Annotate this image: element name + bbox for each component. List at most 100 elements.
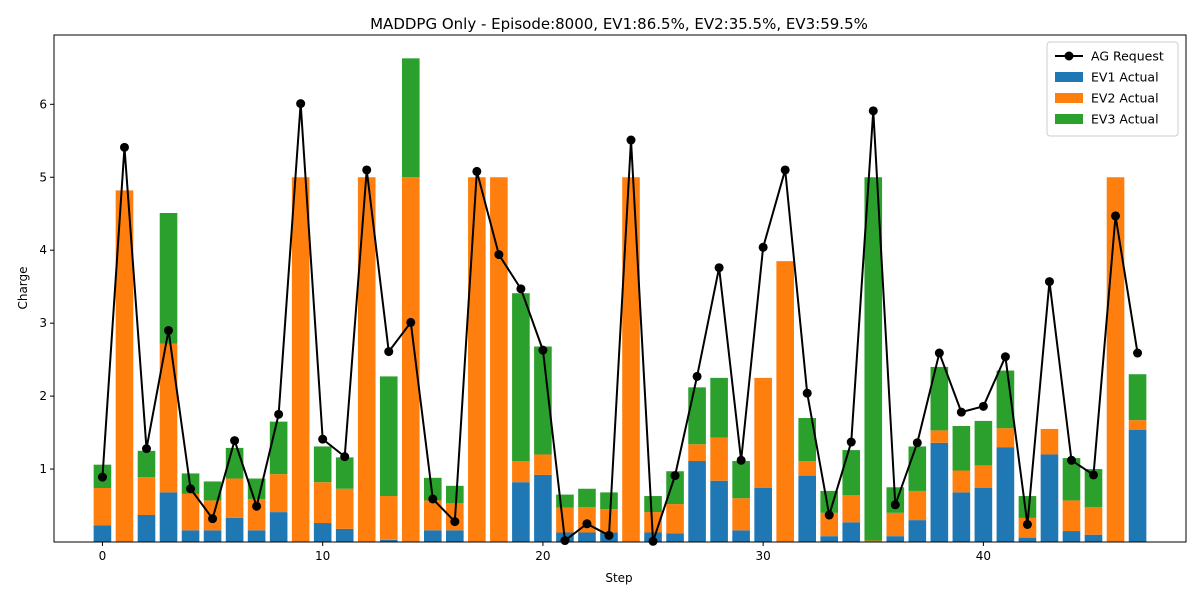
bar-ev1-actual-43 (1040, 454, 1059, 542)
marker-ag-request-40 (978, 401, 988, 411)
bar-ev1-actual-38 (930, 442, 949, 542)
marker-ag-request-6 (230, 436, 240, 446)
bar-ev3-actual-47 (1128, 374, 1147, 421)
legend-frame (1046, 41, 1179, 137)
bar-ev1-actual-28 (710, 480, 728, 542)
bar-ev3-actual-38 (930, 366, 949, 431)
bar-ev3-actual-19 (512, 293, 530, 462)
bar-ev2-actual-34 (842, 495, 861, 523)
marker-ag-request-16 (450, 517, 460, 527)
bar-ev3-actual-26 (666, 471, 684, 505)
marker-ag-request-41 (1000, 352, 1010, 362)
bar-ev1-actual-13 (379, 539, 398, 542)
marker-ag-request-35 (868, 106, 878, 116)
bar-ev2-actual-6 (225, 478, 244, 518)
bar-ev1-actual-7 (247, 530, 266, 542)
bar-ev3-actual-10 (313, 446, 332, 483)
bar-ev3-actual-22 (578, 488, 596, 507)
y-tick-label-6: 6 (39, 97, 47, 111)
plot-frame (53, 34, 1187, 543)
marker-ag-request-3 (164, 325, 174, 335)
bar-ev1-actual-41 (996, 447, 1015, 542)
bar-ev2-actual-36 (886, 512, 905, 537)
bar-ev3-actual-5 (203, 481, 222, 501)
marker-ag-request-25 (648, 536, 658, 546)
marker-ag-request-1 (119, 142, 129, 152)
bar-ev2-actual-10 (313, 482, 332, 524)
marker-ag-request-9 (296, 99, 306, 109)
marker-ag-request-34 (846, 437, 856, 447)
marker-ag-request-8 (274, 409, 284, 419)
bar-ev2-actual-32 (798, 461, 817, 476)
x-tick-label-10: 10 (315, 549, 330, 563)
bar-ev2-actual-14 (401, 177, 420, 542)
bar-ev1-actual-6 (225, 517, 244, 542)
marker-ag-request-0 (97, 472, 107, 482)
legend-label-ev2-actual: EV2 Actual (1091, 91, 1159, 106)
bar-ev1-actual-5 (203, 530, 222, 542)
chart-title: MADDPG Only - Episode:8000, EV1:86.5%, E… (370, 15, 868, 33)
marker-ag-request-28 (714, 263, 724, 273)
marker-ag-request-36 (890, 500, 900, 510)
bar-ev2-actual-43 (1040, 428, 1059, 455)
bar-ev1-actual-29 (732, 530, 750, 542)
bar-ev3-actual-35 (864, 177, 883, 541)
bar-ev2-actual-11 (335, 488, 354, 529)
x-axis: 0 10 20 30 40 (99, 542, 991, 563)
legend-label-ev3-actual: EV3 Actual (1091, 112, 1159, 127)
marker-ag-request-10 (318, 434, 328, 444)
bar-ev3-actual-25 (644, 496, 662, 513)
bar-ev1-actual-8 (269, 512, 288, 542)
bar-ev1-actual-19 (512, 482, 530, 542)
bar-ev2-actual-13 (379, 496, 398, 540)
bar-ev2-actual-3 (159, 343, 178, 493)
marker-ag-request-45 (1089, 470, 1099, 480)
marker-ag-request-21 (560, 536, 570, 546)
bar-ev2-actual-2 (137, 477, 156, 516)
marker-ag-request-22 (582, 519, 592, 529)
x-axis-label: Step (605, 571, 632, 585)
bar-ev2-actual-1 (115, 190, 134, 542)
marker-ag-request-18 (494, 250, 504, 260)
marker-ag-request-39 (956, 407, 966, 417)
y-tick-label-1: 1 (39, 462, 47, 476)
bar-ev3-actual-16 (446, 485, 464, 504)
bar-ev2-actual-45 (1084, 506, 1103, 535)
bar-ev2-actual-20 (534, 454, 552, 475)
bar-ev3-actual-20 (534, 346, 552, 455)
bar-ev3-actual-3 (159, 212, 178, 344)
bar-ev1-actual-37 (908, 520, 927, 542)
marker-ag-request-19 (516, 284, 526, 294)
y-tick-label-3: 3 (39, 316, 47, 330)
marker-ag-request-17 (472, 166, 482, 176)
marker-ag-request-31 (780, 165, 790, 175)
bar-ev2-actual-47 (1128, 420, 1147, 430)
legend-label-ev1-actual: EV1 Actual (1091, 70, 1159, 85)
marker-ag-request-14 (406, 317, 416, 327)
bar-ev1-actual-20 (534, 474, 552, 542)
bar-ev1-actual-10 (313, 523, 332, 542)
marker-ag-request-12 (362, 165, 372, 175)
bar-ev2-actual-24 (622, 177, 640, 542)
bar-ev2-actual-40 (974, 465, 993, 489)
bar-ev3-actual-15 (423, 477, 442, 501)
bar-ev2-actual-9 (291, 177, 310, 542)
y-axis-label: Charge (16, 266, 30, 309)
bar-ev2-actual-28 (710, 437, 728, 481)
bar-ev2-actual-15 (423, 500, 442, 531)
legend: AG Request EV1 Actual EV2 Actual EV3 Actual (1046, 41, 1179, 137)
marker-ag-request-5 (208, 514, 218, 524)
legend-swatch-ev1-actual (1055, 72, 1083, 82)
x-tick-label-20: 20 (535, 549, 550, 563)
y-axis: 1 2 3 4 5 6 (39, 97, 54, 476)
bar-ev3-actual-28 (710, 377, 728, 438)
bar-ev1-actual-22 (578, 532, 596, 542)
bar-ev1-actual-45 (1084, 534, 1103, 542)
marker-ag-request-23 (604, 530, 614, 540)
bar-ev2-actual-29 (732, 498, 750, 531)
marker-ag-request-38 (934, 348, 944, 358)
marker-ag-request-37 (912, 438, 922, 448)
line-layer (97, 99, 1143, 546)
bar-ev1-actual-34 (842, 522, 861, 542)
